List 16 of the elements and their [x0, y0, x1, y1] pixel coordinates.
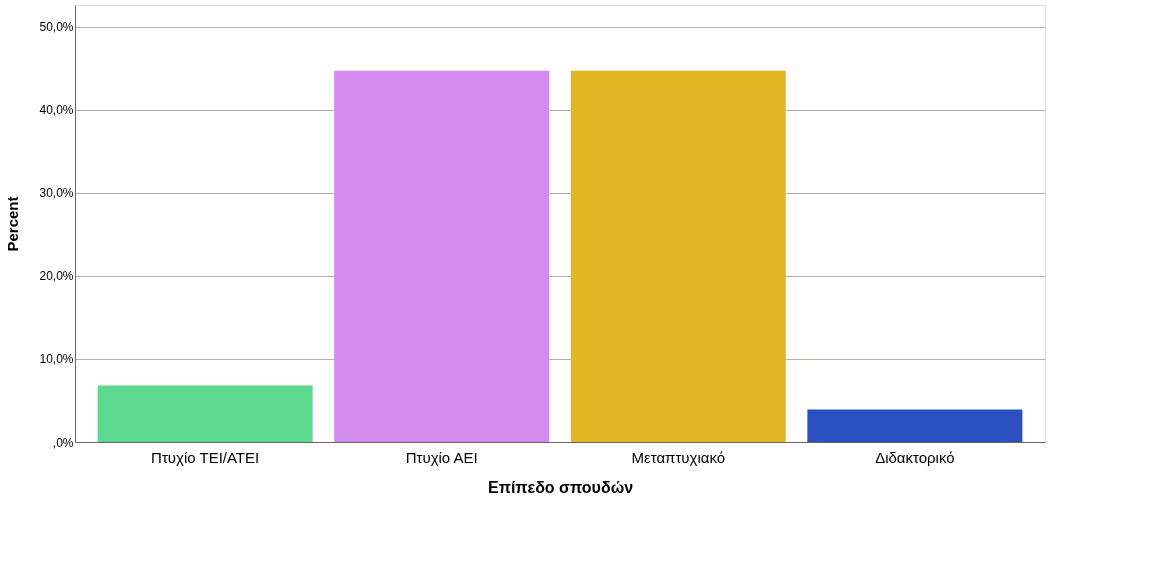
x-tick-label: Μεταπτυχιακό — [631, 448, 726, 466]
x-tick-label: Διδακτορικό — [875, 448, 955, 466]
bar — [570, 70, 786, 442]
bar — [807, 409, 1023, 442]
x-tick-label: Πτυχίο ΑΕΙ — [405, 448, 478, 466]
bar — [334, 70, 550, 442]
bar — [97, 385, 313, 442]
y-tick-label: 30,0% — [39, 186, 74, 201]
y-tick-label: 20,0% — [39, 269, 74, 284]
y-tick-label: 40,0% — [39, 103, 74, 118]
y-tick-label: 10,0% — [39, 352, 74, 367]
y-tick-label: ,0% — [52, 435, 74, 450]
y-axis-title: Percent — [4, 196, 22, 252]
x-tick-label: Πτυχίο ΤΕΙ/ΑΤΕΙ — [151, 448, 260, 466]
x-axis-title: Επίπεδο σπουδών — [487, 478, 634, 496]
y-tick-label: 50,0% — [39, 20, 74, 35]
